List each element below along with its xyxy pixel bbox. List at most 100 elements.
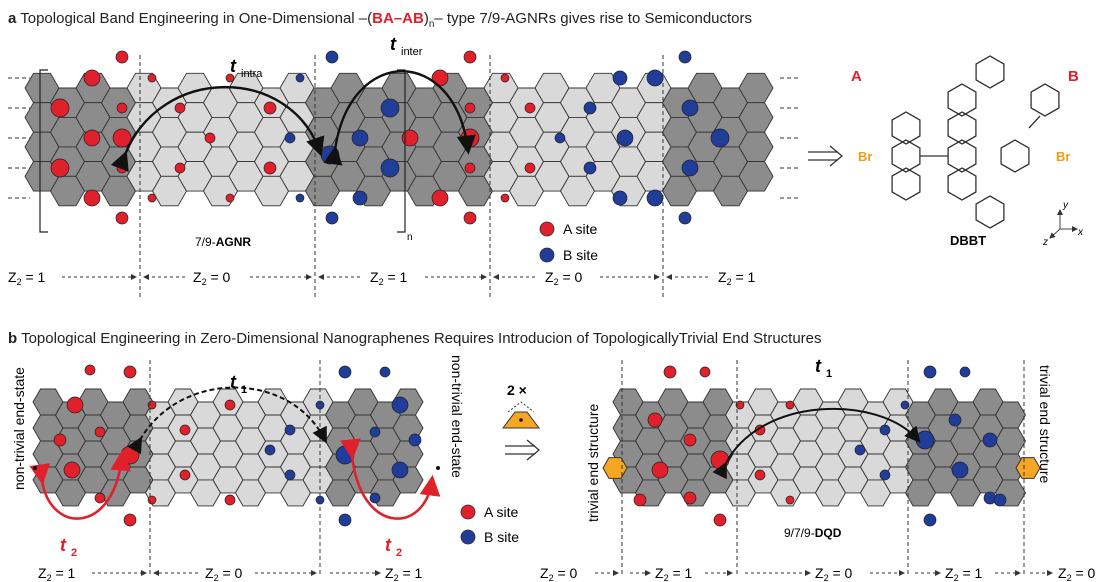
a-site-dot [179,424,191,436]
benzene-ring [947,139,977,173]
b-site-dot [923,365,937,379]
t-intra-sub: intra [241,68,263,80]
b-site-dot [583,161,597,175]
b-site-dot [646,189,664,207]
b-site-dot [915,430,935,450]
agnr-label: 7/9-AGNR [195,235,251,249]
panel-a-title-sub: n [428,19,435,30]
b-site-dot [900,400,910,410]
b-site-dot [616,129,634,147]
panel-a-title: a Topological Band Engineering in One-Di… [8,10,752,30]
panel-b-title-text: Topological Engineering in Zero-Dimensio… [21,330,822,347]
b-site-dot [710,128,730,148]
legend-b-b-dot [460,529,476,545]
a-site-dot [647,412,663,428]
a-site-dot [147,400,157,410]
a-site-dot [710,450,730,470]
panel-b-letter: b [8,330,18,347]
z2-label: Z2 = 0 [540,565,578,582]
t1-label-left: t [230,372,237,392]
a-site-dot [683,433,697,447]
z2-label: Z2 = 0 [1058,565,1096,582]
z2-labels-b-left: Z2 = 1 Z2 = 0 Z2 = 1 [38,565,423,582]
panel-a-title-text: Topological Band Engineering in One-Dime… [20,10,373,27]
b-site-dot [295,193,305,203]
legend-b-site-dot [539,247,555,263]
a-site-dot [785,400,795,410]
agnr-ribbon [24,72,774,207]
axis-y-label: y [1062,200,1069,211]
axis-x-label: x [1077,227,1084,238]
legend-a-site-label: A site [563,221,597,237]
panel-b-title: b Topological Engineering in Zero-Dimens… [8,330,822,347]
a-site-dot [50,98,70,118]
b-site-dot [325,50,339,64]
multiplier-label: 2 × [507,382,527,398]
dqd-nanographene [612,388,1027,507]
a-site-dot [663,365,677,379]
b-site-dot [338,365,352,379]
a-site-dot [224,494,236,506]
trivial-label-left: trivial end structure [585,404,601,522]
end-state-dot-right [436,466,440,470]
a-site-dot [683,491,697,505]
panel-a-title-ba: BA [372,10,394,27]
a-site-dot [83,129,101,147]
precursor-a-label: A [851,68,862,85]
b-site-dot [380,158,400,178]
z2-label: Z2 = 1 [8,269,46,287]
a-site-dot [94,426,106,438]
dqd-end-caps [602,457,1041,479]
a-site-dot [147,495,157,505]
t1-sub-left: 1 [241,384,247,396]
b-site-dot [284,132,296,144]
a-site-dot [83,189,101,207]
t-intra-arrow [110,85,325,172]
a-site-dot [83,69,101,87]
t-intra-label: t [230,56,237,76]
a-site-dot [225,73,235,83]
a-site-dot [464,162,476,174]
benzene-ring [947,167,977,201]
a-site-dot [174,162,186,174]
trivial-label-right: trivial end structure [1037,365,1053,483]
a-site-dot [115,50,129,64]
b-site-dot [338,513,352,527]
z2-label: Z2 = 1 [370,269,408,287]
hexagon-ring [738,161,774,192]
t2-sub-left: 2 [71,547,77,559]
a-site-dot [66,396,84,414]
b-site-dot [959,366,971,378]
benzene-ring [891,167,921,201]
a-site-dot [94,492,106,504]
non-trivial-label-right: non-trivial end-state [449,355,465,478]
a-site-dot [431,189,449,207]
b-site-dot [391,396,409,414]
b-site-dot [646,69,664,87]
benzene-ring [947,111,977,145]
a-site-dot [225,193,235,203]
benzene-ring [1000,139,1030,173]
a-site-dot [84,364,96,376]
legend-b-b-label: B site [484,529,519,545]
panel-a-title-ab: AB [402,10,424,27]
a-site-dot [464,102,476,114]
b-site-dot [351,129,369,147]
b-site-dot [325,211,339,225]
precursor-b-label: B [1068,68,1079,85]
t2-label-right: t [385,535,392,555]
a-site-dot [785,495,795,505]
benzene-ring [975,55,1005,89]
z2-label: Z2 = 1 [655,565,693,582]
benzene-ring [891,111,921,145]
section-dividers-b-left [149,360,321,575]
a-site-dot [754,469,766,481]
b-site-dot [923,513,937,527]
a-site-dot [179,469,191,481]
b-site-dot [335,445,355,465]
end-state-dot-left [33,466,37,470]
a-site-dot [63,461,81,479]
z2-label: Z2 = 1 [718,269,756,287]
trivial-end-cap-left [602,457,628,479]
t1-arrow-left [127,386,327,455]
